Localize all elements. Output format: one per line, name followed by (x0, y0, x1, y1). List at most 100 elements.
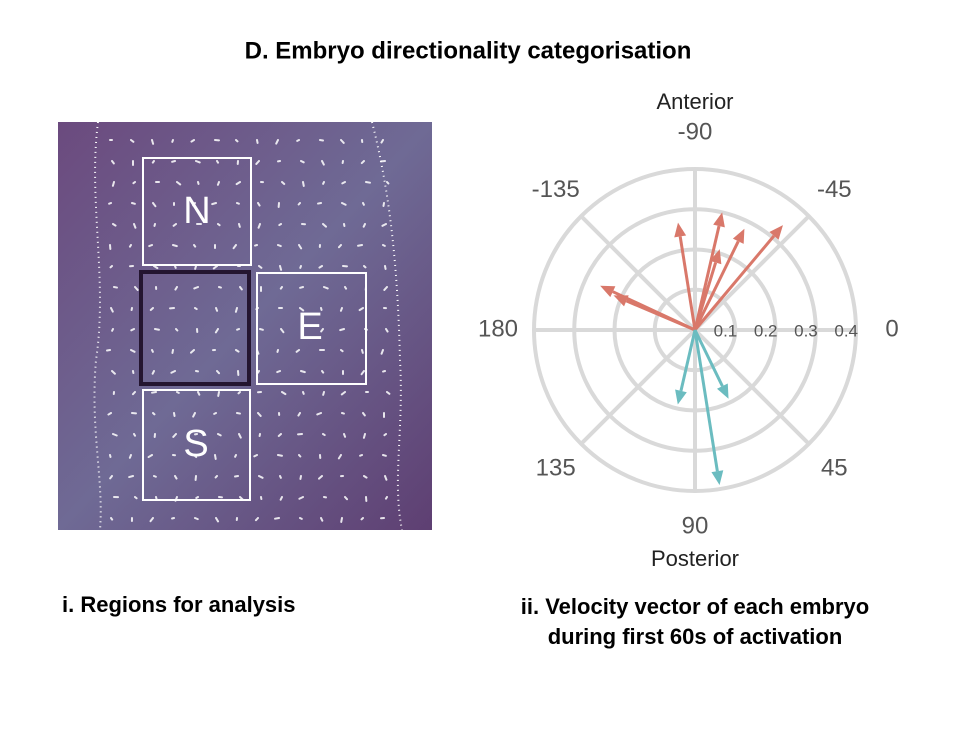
flow-dash (131, 202, 136, 205)
flow-dash (174, 496, 178, 502)
flow-dash (382, 370, 386, 373)
flow-dash (256, 349, 260, 355)
flow-dash (343, 433, 347, 438)
flow-dash (258, 475, 264, 479)
flow-dash (170, 370, 176, 374)
microscopy-image: N E S (58, 121, 432, 531)
flow-dash (318, 265, 323, 269)
radius-label: 0.2 (754, 321, 778, 340)
arrow-head (732, 228, 745, 244)
flow-dash (321, 160, 325, 166)
flow-dash (151, 391, 157, 394)
region-label: S (183, 423, 208, 465)
arrow-head (716, 383, 729, 399)
flow-dash (385, 328, 389, 333)
flow-dash (193, 454, 198, 459)
flow-dash (147, 454, 153, 459)
flow-dash (317, 202, 322, 205)
flow-dash (277, 454, 283, 457)
flow-dash (320, 328, 324, 333)
flow-dash (211, 202, 217, 206)
flow-dash (237, 391, 241, 395)
flow-dash (258, 265, 263, 269)
flow-dash (295, 349, 300, 353)
flow-dash (175, 328, 179, 332)
flow-dash (257, 202, 261, 207)
flow-dash (276, 349, 279, 353)
arrow-shaft (693, 234, 776, 331)
flow-dash (216, 160, 220, 164)
flow-dash (300, 370, 306, 374)
flow-dash (340, 517, 343, 523)
flow-dash (174, 475, 178, 480)
flow-dash (360, 517, 364, 521)
flow-dash (340, 391, 346, 396)
flow-dash (322, 433, 326, 437)
region-box (142, 389, 251, 501)
caption: i. Regions for analysis (62, 592, 296, 617)
flow-dash (299, 265, 302, 269)
flow-dash (171, 517, 175, 520)
flow-dash (133, 223, 137, 229)
flow-dash (132, 181, 136, 185)
vector-arrow (693, 329, 724, 486)
radius-label: 0.1 (714, 321, 738, 340)
flow-dash (217, 391, 220, 397)
flow-dash (234, 475, 239, 478)
flow-dash (214, 475, 218, 479)
flow-dash (111, 328, 114, 332)
flow-dash (108, 202, 112, 205)
ring (652, 287, 738, 373)
angle-label: 45 (821, 455, 848, 482)
flow-dash (297, 202, 301, 206)
flow-dash (215, 307, 219, 312)
arrow-shaft (693, 262, 718, 331)
flow-dash (238, 223, 241, 228)
flow-dash (256, 370, 260, 374)
flow-dash (133, 433, 137, 437)
flow-dash (236, 202, 240, 205)
flow-dash (232, 244, 237, 250)
flow-dash (151, 160, 155, 164)
angle-label: -45 (817, 176, 852, 203)
vector-arrow (693, 228, 745, 331)
flow-dash (320, 307, 323, 311)
flow-dash (172, 223, 177, 227)
flow-dash (320, 517, 324, 522)
flow-dash (111, 181, 115, 187)
arrow-shaft (678, 236, 697, 331)
flow-dash (154, 328, 160, 331)
flow-dash (152, 202, 157, 208)
flow-dash (234, 454, 237, 458)
flow-dash (280, 328, 285, 334)
flow-dash (130, 328, 135, 332)
flow-dash (257, 412, 262, 417)
flow-dash (109, 265, 113, 269)
caption: ii. Velocity vector of each embryo durin… (520, 594, 870, 649)
flow-dash (149, 307, 154, 312)
flow-dash (193, 286, 199, 290)
flow-dash (113, 286, 118, 289)
ring (532, 167, 858, 493)
figure-title: D. Embryo directionality categorisation (245, 37, 692, 64)
flow-dash (300, 160, 305, 164)
arrow-head (769, 225, 783, 240)
flow-dash (281, 181, 286, 186)
flow-dash (337, 244, 342, 249)
flow-dash (341, 181, 346, 185)
flow-dash (194, 307, 198, 311)
flow-dash (316, 412, 322, 416)
flow-dash (278, 223, 282, 227)
flow-dash (151, 139, 155, 145)
flow-dash (176, 181, 182, 186)
flow-dash (384, 475, 388, 481)
flow-dash (174, 286, 178, 291)
flow-dash (274, 517, 280, 520)
flow-dash (358, 307, 364, 312)
flow-dash (340, 139, 345, 144)
flow-dash (279, 265, 283, 271)
vector-arrow (693, 329, 729, 399)
flow-dash (214, 454, 217, 460)
flow-dash (365, 181, 371, 184)
